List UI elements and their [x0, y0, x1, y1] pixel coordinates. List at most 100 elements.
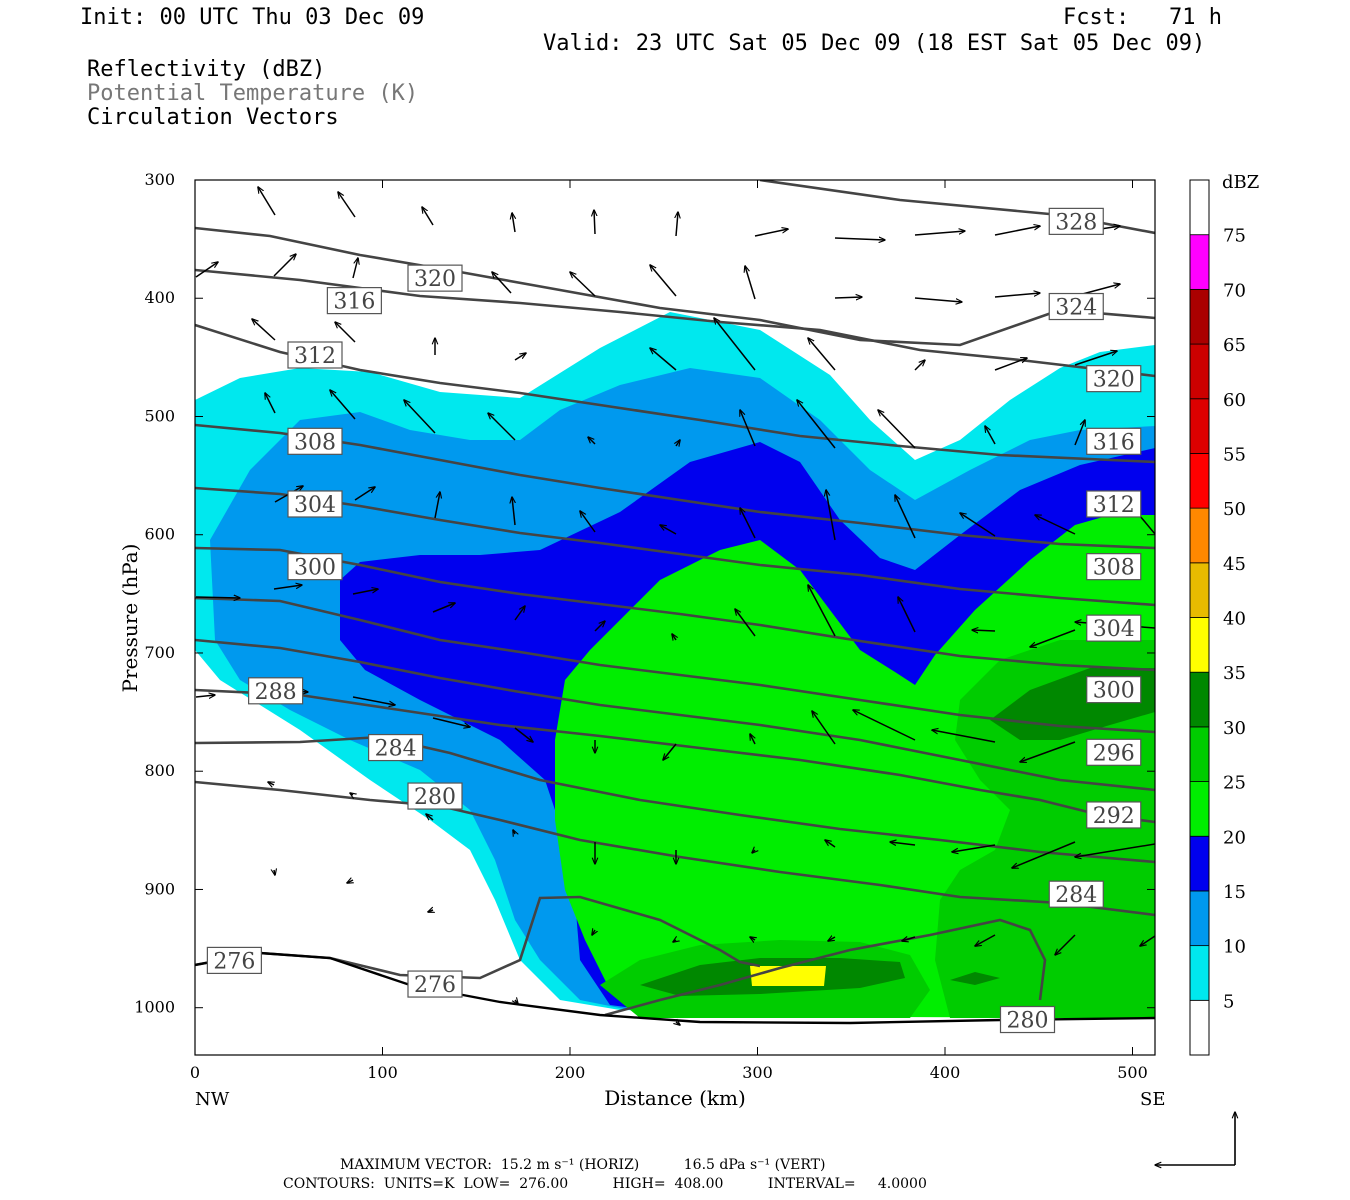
max-vector-note: MAXIMUM VECTOR: 15.2 m s⁻¹ (HORIZ) 16.5 … [340, 1157, 826, 1173]
colorbar-label: 75 [1223, 226, 1246, 247]
theta-isoline [759, 180, 1155, 235]
theta-label-box [407, 970, 463, 998]
wind-vector [914, 297, 962, 302]
wind-vector [750, 937, 755, 940]
theta-label-box [1048, 207, 1104, 235]
wind-vector [754, 229, 788, 237]
wind-vector [994, 358, 1027, 371]
theta-label: 296 [1086, 738, 1142, 766]
wind-vector [488, 413, 516, 441]
x-axis-label: Distance (km) [604, 1086, 746, 1110]
wind-vector [808, 585, 836, 637]
wind-vector [853, 710, 916, 741]
wind-vector [975, 934, 996, 946]
field-title-vectors: Circulation Vectors [87, 105, 339, 130]
wind-vector [890, 842, 916, 845]
reference-vector [1155, 1112, 1235, 1165]
theta-label: 284 [368, 733, 424, 762]
wind-vector [797, 400, 836, 449]
theta-label: 308 [287, 427, 343, 455]
colorbar-swatch [1189, 726, 1210, 782]
wind-vector [826, 490, 836, 541]
theta-label-box [1086, 365, 1142, 393]
y-tick-label: 600 [144, 525, 175, 544]
theta-isoline [604, 918, 1047, 1017]
ground-surface-line [195, 951, 1155, 1025]
theta-label-text: 300 [294, 556, 336, 581]
theta-isoline [195, 423, 1155, 550]
theta-label-text: 284 [1055, 883, 1097, 908]
wind-vector [735, 609, 756, 637]
wind-vector [650, 348, 677, 371]
x-tick-label: 300 [742, 1063, 773, 1082]
colorbar-label: 20 [1223, 827, 1246, 848]
wind-vector [745, 266, 756, 300]
refl-35-core [750, 966, 826, 986]
wind-vector [195, 262, 218, 278]
wind-vector [895, 495, 916, 539]
theta-label: 276 [206, 946, 262, 974]
theta-label-text: 312 [294, 344, 336, 369]
wind-vector [740, 508, 756, 539]
wind-vector [752, 850, 755, 853]
theta-label-box [1086, 676, 1142, 704]
plot-frame [194, 179, 1156, 1056]
theta-label-text: 288 [255, 680, 297, 705]
wind-vector [513, 830, 515, 834]
theta-label-box [1086, 553, 1142, 581]
wind-vector [1075, 843, 1155, 857]
theta-label-box [1086, 801, 1142, 829]
y-tick-label: 700 [144, 643, 175, 662]
theta-label-box [287, 490, 343, 518]
theta-label: 288 [248, 677, 304, 705]
theta-isoline [195, 226, 1155, 347]
y-tick-label: 300 [144, 170, 175, 189]
theta-label-text: 284 [375, 737, 417, 762]
wind-vector [428, 910, 433, 912]
colorbar-swatch [1189, 179, 1210, 236]
wind-vector [650, 265, 677, 297]
wind-vector [1140, 935, 1155, 946]
wind-vector [902, 937, 916, 941]
theta-label: 312 [287, 341, 343, 369]
wind-vector [352, 696, 395, 705]
wind-vector [1074, 420, 1085, 446]
theta-label: 312 [1086, 490, 1142, 518]
plot-area: 328 324 320 320 316 316 312 312 308 308 304 304 300 3… [195, 180, 1155, 1055]
wind-vector [834, 297, 862, 298]
colorbar-label: 35 [1223, 663, 1246, 684]
refl-30-low-east [950, 972, 1000, 985]
colorbar-swatch [1189, 890, 1210, 947]
x-tick-label: 500 [1117, 1063, 1148, 1082]
wind-vector [960, 513, 996, 537]
y-tick-label: 400 [144, 288, 175, 307]
axes: 0 100 200 300 400 500 300 400 500 600 700 800 900 100… [134, 170, 1155, 1082]
theta-label-box [407, 782, 463, 810]
valid-time: Valid: 23 UTC Sat 05 Dec 09 (18 EST Sat … [543, 31, 1206, 56]
colorbar-label: 40 [1223, 609, 1246, 630]
colorbar-swatch [1189, 398, 1210, 454]
wind-vector [512, 213, 515, 233]
wind-vector [878, 410, 916, 449]
wind-vector [352, 258, 358, 279]
wind-vector [714, 318, 756, 371]
colorbar-swatch [1189, 234, 1210, 290]
wind-vector [195, 597, 240, 598]
theta-label-box [287, 427, 343, 455]
wind-vector [335, 322, 356, 343]
wind-vector [676, 440, 680, 446]
colorbar-swatch [1189, 343, 1210, 400]
theta-label: 284 [1048, 880, 1104, 908]
theta-label: 316 [1086, 427, 1142, 455]
colorbar-swatch [1189, 507, 1210, 564]
colorbar-label: 10 [1223, 937, 1246, 958]
theta-label-text: 292 [1093, 804, 1135, 829]
theta-label: 320 [1086, 365, 1142, 393]
y-tick-label: 1000 [134, 998, 175, 1017]
theta-label-box [368, 733, 424, 762]
theta-label: 304 [1086, 614, 1142, 642]
wind-vector [660, 525, 677, 535]
theta-isoline [195, 735, 1155, 864]
wind-vector [274, 870, 275, 875]
theta-label-text: 308 [1093, 556, 1135, 581]
